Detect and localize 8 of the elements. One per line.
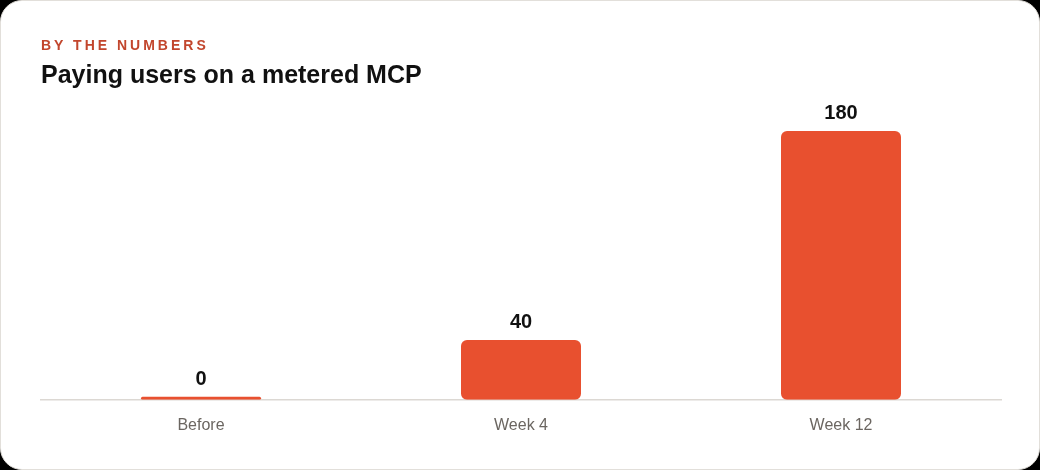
x-tick-label: Week 12 (809, 415, 873, 433)
chart-subtitle: BY THE NUMBERS (41, 37, 209, 53)
x-tick-label: Before (177, 415, 225, 433)
data-label: 180 (824, 100, 858, 123)
x-tick-label: Week 4 (494, 415, 549, 433)
data-label: 0 (195, 366, 207, 389)
data-label: 40 (509, 310, 533, 333)
chart-title: Paying users on a metered MCP (41, 59, 422, 89)
